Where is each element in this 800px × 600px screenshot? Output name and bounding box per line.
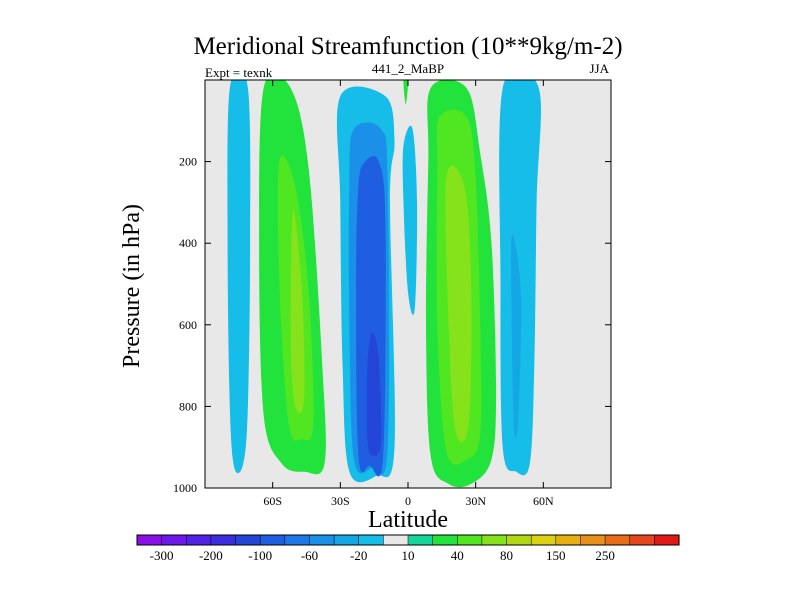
colorbar-swatch — [235, 534, 261, 546]
colorbar-label: -100 — [248, 548, 272, 563]
colorbar-swatch — [506, 534, 532, 546]
colorbar-swatch — [136, 534, 163, 546]
colorbar-swatch — [383, 534, 409, 546]
y-tick-label: 200 — [179, 155, 197, 169]
colorbar-swatch — [629, 534, 655, 546]
y-tick-label: 400 — [179, 236, 197, 250]
equator-top-sliver-level-0 — [403, 80, 409, 105]
colorbar-swatch — [432, 534, 458, 546]
x-tick-label: 30N — [465, 494, 486, 508]
colorbar-swatch — [161, 534, 187, 546]
colorbar-label: -60 — [301, 548, 318, 563]
colorbar-label: 10 — [402, 548, 415, 563]
chart-title: Meridional Streamfunction (10**9kg/m-2) — [193, 33, 622, 60]
colorbar-swatch — [530, 534, 557, 546]
experiment-label: Expt = texnk — [205, 65, 273, 80]
colorbar-label: 150 — [546, 548, 566, 563]
contour-fields — [227, 80, 541, 488]
y-tick-label: 1000 — [173, 481, 197, 495]
colorbar-swatch — [210, 534, 237, 546]
x-tick-label: 0 — [405, 494, 411, 508]
colorbar-swatch — [333, 534, 360, 546]
x-axis-label: Latitude — [368, 507, 448, 533]
colorbar-swatch — [481, 534, 508, 546]
colorbar-label: 250 — [595, 548, 615, 563]
colorbar-swatch — [358, 534, 384, 546]
nh-polar-cell-level-0 — [499, 80, 541, 476]
sh-hadley-cell-level-3 — [366, 332, 382, 457]
y-axis: 200 400 600 800 1000 — [173, 155, 611, 495]
colorbar: -300 -200 -100 -60 -20 10 40 80 150 250 — [136, 534, 680, 563]
run-label: 441_2_MaBP — [372, 61, 444, 76]
x-tick-label: 60N — [533, 494, 554, 508]
colorbar-swatch — [259, 534, 286, 546]
nh-hadley-cell-level-2 — [445, 165, 472, 443]
colorbar-label: -200 — [199, 548, 223, 563]
colorbar-label: 40 — [451, 548, 464, 563]
colorbar-swatch — [284, 534, 311, 546]
y-axis-label: Pressure (in hPa) — [119, 204, 145, 368]
colorbar-label: -300 — [150, 548, 174, 563]
colorbar-swatch — [309, 534, 335, 546]
colorbar-label: 80 — [500, 548, 513, 563]
x-axis: 60S 30S 0 30N 60N — [263, 80, 554, 508]
x-tick-label: 60S — [263, 494, 282, 508]
equatorial-weak-cell-level-0 — [402, 125, 418, 315]
colorbar-swatch — [604, 534, 631, 546]
colorbar-swatch — [580, 534, 606, 546]
season-label: JJA — [589, 61, 609, 76]
colorbar-swatch — [407, 534, 434, 546]
colorbar-label: -20 — [350, 548, 367, 563]
sh-ferrel-cell-level-2 — [290, 209, 305, 414]
nh-polar-cell-level-1 — [511, 234, 522, 439]
colorbar-swatch — [186, 534, 212, 546]
colorbar-frame — [136, 534, 680, 546]
colorbar-swatch — [457, 534, 483, 546]
colorbar-swatch — [555, 534, 582, 546]
y-tick-label: 800 — [179, 399, 197, 413]
sh-polar-cell-level-0 — [227, 80, 251, 474]
y-tick-label: 600 — [179, 318, 197, 332]
colorbar-swatch — [654, 534, 680, 546]
x-tick-label: 30S — [331, 494, 350, 508]
